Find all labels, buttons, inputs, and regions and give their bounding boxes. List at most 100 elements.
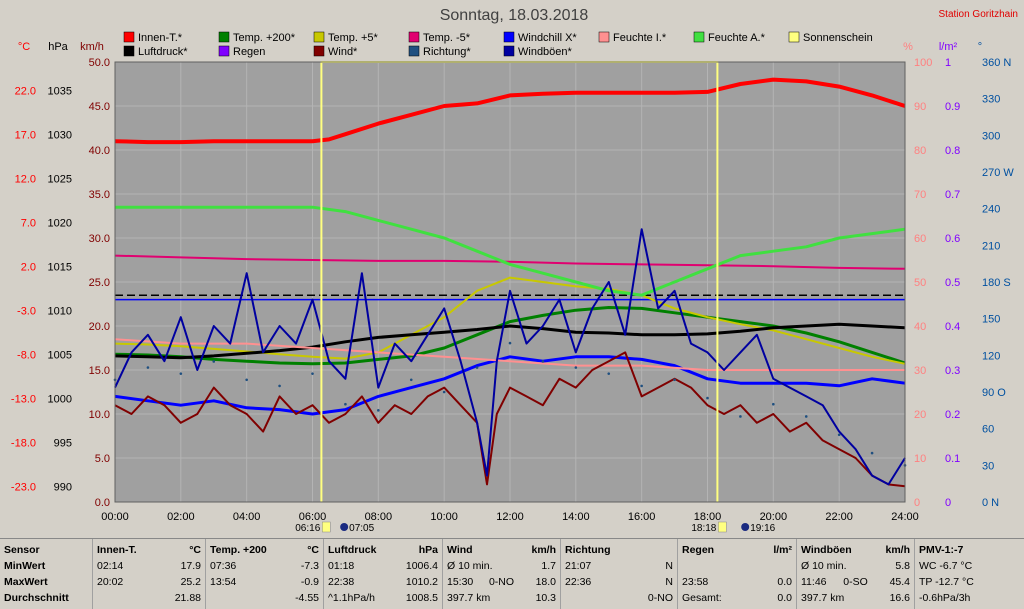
stat-time: 23:58 xyxy=(682,576,709,588)
temp-tick-label: 17.0 xyxy=(15,130,36,142)
chart-title: Sonntag, 18.03.2018 xyxy=(440,7,589,24)
weather-chart: Sonntag, 18.03.2018 Station Goritzhain Inn… xyxy=(10,7,1018,534)
legend-label: Feuchte I.* xyxy=(613,32,667,44)
legend-swatch xyxy=(408,31,420,43)
direction-tick-label: 0 N xyxy=(982,497,999,509)
stat-value: -7.3 xyxy=(300,560,319,572)
series-direction-point xyxy=(706,396,709,400)
stat-column-title: Windböen xyxy=(801,544,852,556)
series-direction-point xyxy=(442,390,446,394)
legend-swatch xyxy=(598,31,610,43)
series-direction-point xyxy=(179,372,183,375)
statistics-panel: Sensor MinWert MaxWert Durchschnitt Inne… xyxy=(0,538,1024,609)
series-direction-point xyxy=(739,415,742,418)
stat-value-row: 397.7 km 10.3 xyxy=(447,590,556,606)
stat-column-unit: km/h xyxy=(885,544,910,556)
x-tick-label: 04:00 xyxy=(233,511,261,523)
x-tick-label: 24:00 xyxy=(891,511,919,523)
humidity-tick-label: 20 xyxy=(914,409,926,421)
series-direction-point xyxy=(311,372,314,375)
stat-value-row: 21.88 xyxy=(97,590,201,606)
stat-column-unit: km/h xyxy=(531,544,556,556)
stat-value-row xyxy=(682,558,792,574)
stat-time: 02:14 xyxy=(97,560,124,572)
stat-value: 18.0 xyxy=(535,576,556,588)
stat-time: Gesamt: xyxy=(682,592,722,604)
x-tick-label: 08:00 xyxy=(365,511,393,523)
stat-time: ^1.1hPa/h xyxy=(328,592,375,604)
pressure-tick-label: 1010 xyxy=(48,306,72,318)
direction-tick-label: 270 W xyxy=(982,167,1014,179)
legend-swatch xyxy=(313,31,325,43)
legend-label: Wind* xyxy=(328,46,358,58)
stat-value-row: 22:36 N xyxy=(565,574,673,590)
rain-tick-label: 1 xyxy=(945,57,951,69)
legend-swatch xyxy=(218,45,230,57)
stat-time: 13:54 xyxy=(210,576,237,588)
stat-time: Ø 10 min. xyxy=(447,560,493,572)
direction-tick-label: 120 xyxy=(982,350,1000,362)
x-tick-label: 06:00 xyxy=(299,511,327,523)
series-direction-point xyxy=(146,366,150,369)
series-direction-point xyxy=(772,402,775,406)
wind-tick-label: 45.0 xyxy=(89,101,110,113)
humidity-tick-label: 10 xyxy=(914,453,926,465)
sunrise-label: 06:16 xyxy=(295,523,320,534)
stat-time: 20:02 xyxy=(97,576,124,588)
stat-column: Richtung 21:07 N 22:36 N 0-NO xyxy=(560,539,677,609)
series-direction-point xyxy=(377,409,380,412)
humidity-tick-label: 0 xyxy=(914,497,920,509)
stat-value: 1008.5 xyxy=(405,592,438,604)
series-feuchte-a xyxy=(115,205,906,297)
humidity-tick-label: 90 xyxy=(914,101,926,113)
stat-column-title: Regen xyxy=(682,544,715,556)
axis-unit-label: l/m² xyxy=(939,41,958,53)
rain-tick-label: 0 xyxy=(945,497,951,509)
wind-tick-label: 40.0 xyxy=(89,145,110,157)
stat-header-row: PMV-1:-7 xyxy=(919,542,1020,558)
pressure-tick-label: 1000 xyxy=(48,394,72,406)
stat-value-row: 01:18 1006.4 xyxy=(328,558,438,574)
stat-value: 21.88 xyxy=(174,592,201,604)
x-tick-label: 18:00 xyxy=(694,511,722,523)
direction-tick-label: 240 xyxy=(982,204,1000,216)
stat-value: 17.9 xyxy=(180,560,201,572)
x-tick-label: 02:00 xyxy=(167,511,195,523)
axis-unit-label: hPa xyxy=(48,41,68,53)
legend-swatch xyxy=(218,31,230,43)
axis-unit-label: % xyxy=(903,41,913,53)
series-feuchte-i xyxy=(114,338,905,371)
stat-value: 25.2 xyxy=(180,576,201,588)
legend-swatch xyxy=(788,31,800,43)
series-windchill-x xyxy=(114,355,906,416)
direction-tick-label: 330 xyxy=(982,94,1000,106)
humidity-tick-label: 100 xyxy=(914,57,932,69)
series-temp-200 xyxy=(114,306,906,366)
series-direction-point xyxy=(245,378,248,382)
moonset-label: 19:16 xyxy=(750,523,775,534)
axis-unit-label: ° xyxy=(978,41,982,53)
stat-value-row: 11:46 0-SO 45.4 xyxy=(801,574,910,590)
stat-value: N xyxy=(665,576,673,588)
row-label-average: Durchschnitt xyxy=(4,592,69,604)
direction-tick-label: 300 xyxy=(982,130,1000,142)
series-direction-point xyxy=(574,366,578,369)
series-direction-point xyxy=(278,384,281,388)
stat-value-row: 22:38 1010.2 xyxy=(328,574,438,590)
temp-tick-label: -13.0 xyxy=(11,394,36,406)
legend-swatch xyxy=(503,31,515,43)
series-temp-5 xyxy=(114,276,906,365)
stat-column-unit: hPa xyxy=(418,544,438,556)
humidity-tick-label: 30 xyxy=(914,365,926,377)
x-tick-label: 22:00 xyxy=(825,511,853,523)
legend-swatch xyxy=(123,31,135,43)
stat-value: 1010.2 xyxy=(405,576,438,588)
series-direction-point xyxy=(409,378,413,382)
stat-header-row: Regen l/m² xyxy=(682,542,792,558)
stat-value-row: ^1.1hPa/h 1008.5 xyxy=(328,590,438,606)
sunrise-icon xyxy=(322,521,331,533)
direction-tick-label: 60 xyxy=(982,424,994,436)
temp-tick-label: 2.0 xyxy=(21,262,36,274)
axis-unit-label: °C xyxy=(18,41,30,53)
series-direction-point xyxy=(212,360,216,363)
